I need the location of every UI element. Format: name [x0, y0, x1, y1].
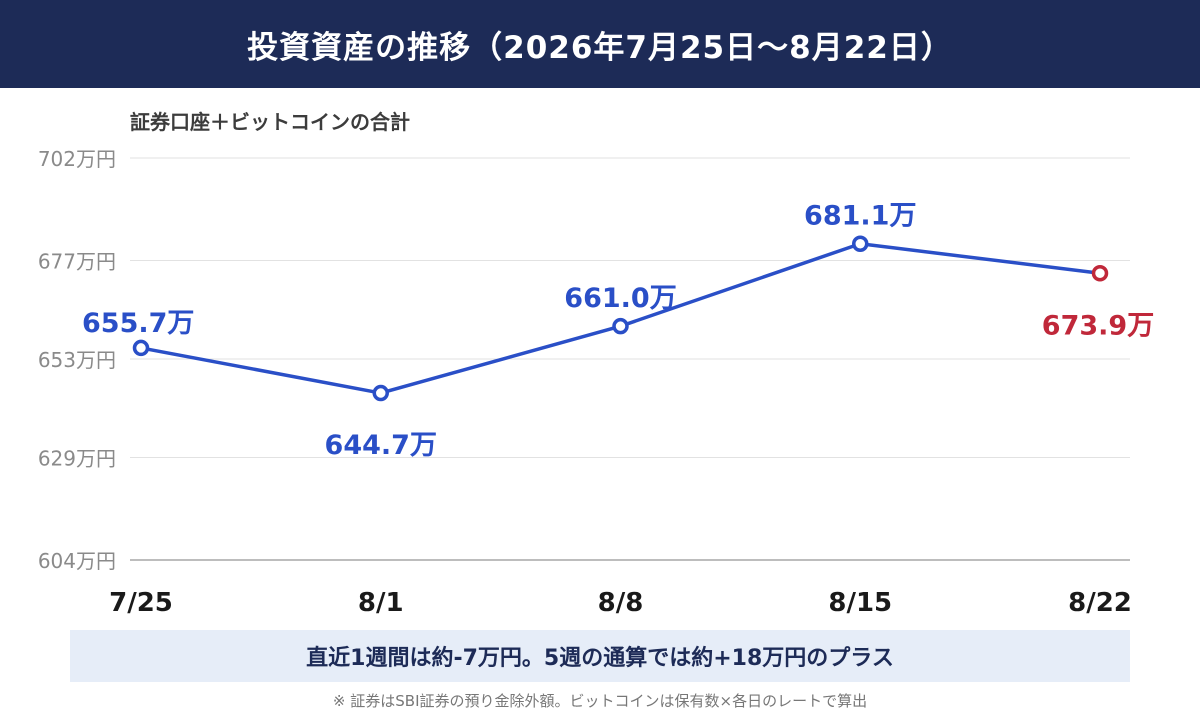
data-point-latest — [1091, 265, 1109, 282]
summary-box: 直近1週間は約-7万円。5週の通算では約+18万円のプラス — [70, 630, 1130, 682]
header-bar: 投資資産の推移（2026年7月25日〜8月22日） — [0, 0, 1200, 88]
data-label-latest: 673.9万 — [1042, 310, 1154, 341]
x-tick-label: 8/22 — [1068, 588, 1132, 618]
x-tick-label: 8/1 — [358, 588, 404, 618]
chart-subtitle: 証券口座＋ビットコインの合計 — [130, 110, 410, 134]
y-tick-label: 702万円 — [38, 147, 116, 171]
data-label: 661.0万 — [564, 283, 676, 314]
data-point — [612, 317, 629, 335]
y-axis-ticks: 604万円 629万円 653万円 677万円 702万円 — [38, 147, 116, 573]
footnote: ※ 証券はSBI証券の預り金除外額。ビットコインは保有数×各日のレートで算出 — [332, 692, 868, 710]
data-labels: 655.7万 644.7万 661.0万 681.1万 673.9万 — [82, 201, 1154, 461]
summary-text: 直近1週間は約-7万円。5週の通算では約+18万円のプラス — [306, 646, 894, 671]
y-tick-label: 677万円 — [38, 250, 116, 274]
data-points — [132, 235, 1109, 402]
x-axis-ticks: 7/25 8/1 8/8 8/15 8/22 — [109, 588, 1132, 618]
data-label: 681.1万 — [804, 201, 916, 232]
gridlines — [130, 157, 1130, 561]
y-tick-label: 653万円 — [38, 348, 116, 372]
data-label: 655.7万 — [82, 308, 194, 339]
chart-title: 投資資産の推移（2026年7月25日〜8月22日） — [247, 29, 953, 66]
data-point — [372, 384, 389, 402]
data-point — [132, 339, 150, 357]
x-tick-label: 8/8 — [598, 588, 644, 618]
x-tick-label: 7/25 — [109, 588, 173, 618]
data-label: 644.7万 — [325, 430, 437, 461]
y-tick-label: 629万円 — [38, 446, 116, 470]
y-tick-label: 604万円 — [38, 549, 116, 573]
data-point — [852, 235, 869, 252]
x-tick-label: 8/15 — [828, 588, 892, 618]
